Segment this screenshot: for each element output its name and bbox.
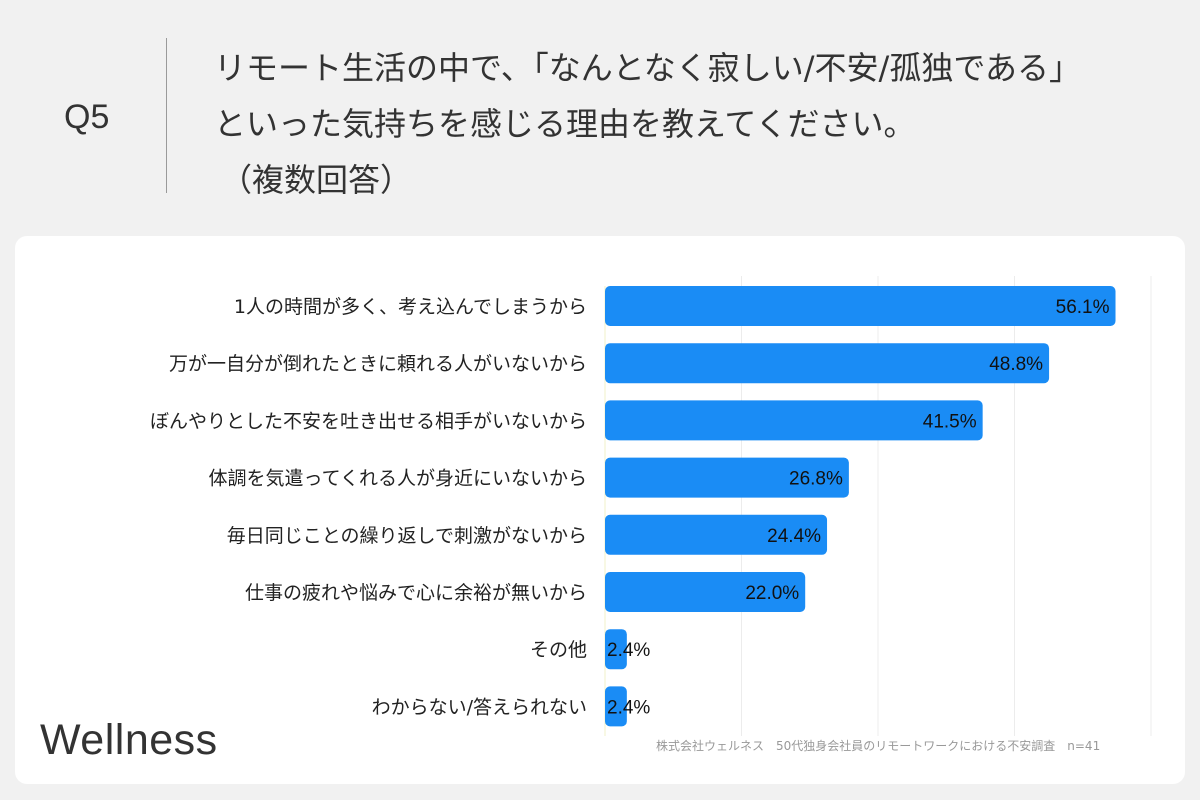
- value-label: 56.1%: [1056, 297, 1110, 318]
- category-label: 毎日同じことの繰り返しで刺激がないから: [227, 525, 587, 547]
- question-number: Q5: [64, 98, 110, 136]
- bar: [605, 286, 1116, 326]
- question-note: （複数回答）: [220, 161, 413, 199]
- question-line-2: といった気持ちを感じる理由を教えてください。: [214, 105, 916, 143]
- bar: [605, 572, 806, 612]
- chart-card: 1人の時間が多く、考え込んでしまうから 56.1% 万が一自分が倒れたときに頼れる人…: [15, 236, 1185, 784]
- bar: [605, 686, 627, 727]
- bar: [605, 400, 983, 441]
- category-label: 仕事の疲れや悩みで心に余裕が無いから: [245, 582, 587, 604]
- value-label: 26.8%: [789, 469, 843, 490]
- value-label: 2.4%: [607, 697, 650, 718]
- value-label: 41.5%: [923, 411, 977, 432]
- value-label: 2.4%: [607, 640, 650, 661]
- bar: [605, 629, 627, 670]
- value-label: 22.0%: [745, 583, 799, 604]
- value-label: 24.4%: [767, 526, 821, 547]
- header-divider: [166, 38, 167, 193]
- category-label: わからない/答えられない: [372, 696, 587, 718]
- category-label: 体調を気遣ってくれる人が身近にいないから: [209, 468, 587, 490]
- question-text: リモート生活の中で、「なんとなく寂しい/不安/孤独である」 といった気持ちを感じ…: [214, 40, 1184, 208]
- brand-logo: Wellness: [40, 716, 218, 764]
- bar-chart: 1人の時間が多く、考え込んでしまうから 56.1% 万が一自分が倒れたときに頼れる人…: [150, 276, 1152, 736]
- question-line-1: リモート生活の中で、「なんとなく寂しい/不安/孤独である」: [214, 49, 1082, 87]
- bar: [605, 343, 1050, 384]
- bar: [605, 457, 849, 498]
- category-label: 1人の時間が多く、考え込んでしまうから: [234, 296, 587, 318]
- category-label: 万が一自分が倒れたときに頼れる人がいないから: [169, 353, 587, 375]
- value-label: 48.8%: [989, 354, 1043, 375]
- category-label: その他: [530, 639, 587, 661]
- bar: [605, 514, 828, 555]
- source-note: 株式会社ウェルネス 50代独身会社員のリモートワークにおける不安調査 n=41: [656, 739, 1101, 753]
- category-label: ぼんやりとした不安を吐き出せる相手がいないから: [150, 410, 587, 432]
- question-header: Q5 リモート生活の中で、「なんとなく寂しい/不安/孤独である」 といった気持ち…: [0, 0, 1200, 225]
